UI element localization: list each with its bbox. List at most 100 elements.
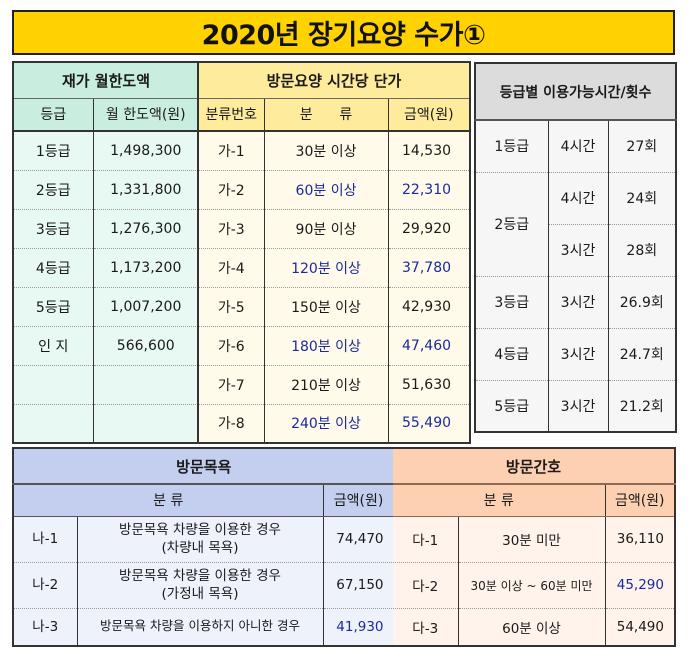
table-row: 3등급 1,276,300: [13, 209, 198, 249]
amount-cell: 54,490: [605, 608, 675, 646]
grade-cell: 3등급: [475, 276, 549, 329]
grade-cell: 1등급: [475, 120, 549, 173]
category-cell: 방문목욕 차량을 이용한 경우 (가정내 목욕): [77, 562, 324, 609]
amount-cell: [93, 365, 198, 405]
amount-cell: 45,290: [605, 562, 675, 609]
category-cell: 180분 이상: [264, 326, 389, 366]
category-cell: 방문목욕 차량을 이용한 경우 (차량내 목욕): [77, 516, 324, 563]
table-row: 가-7 210분 이상 51,630: [198, 365, 471, 405]
category-cell: 60분 이상: [264, 170, 389, 210]
count-cell: 24회: [608, 172, 677, 225]
amount-cell: 1,331,800: [93, 170, 198, 210]
column-header-grade: 등급: [13, 98, 94, 132]
table-row: 가-1 30분 이상 14,530: [198, 131, 471, 171]
count-cell: 26.9회: [608, 276, 677, 329]
table-row: 5등급 1,007,200: [13, 287, 198, 327]
grade-cell: 인 지: [13, 326, 94, 366]
grade-cell: 4등급: [13, 248, 94, 288]
grade-cell: 5등급: [13, 287, 94, 327]
amount-cell: 47,460: [388, 326, 471, 366]
code-cell: 다-2: [393, 562, 459, 609]
code-cell: 나-1: [13, 516, 78, 563]
visit-nursing-title: 방문간호: [393, 448, 675, 485]
category-line-2: (가정내 목욕): [161, 586, 239, 602]
table-row: 가-5 150분 이상 42,930: [198, 287, 471, 327]
page-title: 2020년 장기요양 수가①: [12, 10, 675, 55]
monthly-limit-title: 재가 월한도액: [13, 62, 198, 99]
table-row: 2등급 4시간 24회: [475, 172, 677, 277]
grade-cell: 5등급: [475, 380, 549, 432]
category-cell: 30분 이상 ~ 60분 미만: [458, 562, 606, 609]
amount-cell: 1,276,300: [93, 209, 198, 249]
column-header-limit-amount: 월 한도액(원): [93, 98, 198, 132]
table-row: 나-1 방문목욕 차량을 이용한 경우 (차량내 목욕) 74,470: [13, 516, 395, 563]
column-header-amount: 금액(원): [605, 484, 675, 517]
category-cell: 30분 이상: [264, 131, 389, 171]
code-cell: 가-6: [198, 326, 265, 366]
hours-cell: 3시간: [548, 328, 609, 381]
amount-cell: 1,173,200: [93, 248, 198, 288]
visit-bath-title: 방문목욕: [13, 448, 395, 485]
category-cell: 210분 이상: [264, 365, 389, 405]
amount-cell: 42,930: [388, 287, 471, 327]
table-row: 다-2 30분 이상 ~ 60분 미만 45,290: [393, 562, 675, 609]
grade-cell: [13, 365, 94, 405]
table-row: 가-6 180분 이상 47,460: [198, 326, 471, 366]
amount-cell: 36,110: [605, 516, 675, 563]
table-row: 다-3 60분 이상 54,490: [393, 608, 675, 646]
column-header-category: 분 류: [264, 98, 389, 132]
hours-cell: 4시간: [548, 120, 609, 173]
amount-cell: 74,470: [323, 516, 395, 563]
grade-cell: 2등급: [475, 172, 549, 277]
table-row: 4등급 3시간 24.7회: [475, 328, 677, 381]
count-cell: 21.2회: [608, 380, 677, 432]
category-line-2: (차량내 목욕): [161, 540, 239, 556]
grade-cell: [13, 404, 94, 443]
category-cell: 150분 이상: [264, 287, 389, 327]
table-row: 다-1 30분 미만 36,110: [393, 516, 675, 563]
amount-cell: 41,930: [323, 608, 395, 646]
usage-by-grade-table: 등급별 이용가능시간/횟수 1등급 4시간 27회 2등급 4시간 24회 3시…: [474, 62, 678, 433]
amount-cell: 67,150: [323, 562, 395, 609]
table-row: 가-2 60분 이상 22,310: [198, 170, 471, 210]
column-header-category: 분 류: [13, 484, 324, 517]
table-row: 3등급 3시간 26.9회: [475, 276, 677, 329]
table-row: [13, 365, 198, 405]
category-cell: 방문목욕 차량을 이용하지 아니한 경우: [77, 608, 324, 646]
table-row: 나-3 방문목욕 차량을 이용하지 아니한 경우 41,930: [13, 608, 395, 646]
grade-cell: 1등급: [13, 131, 94, 171]
visit-care-title: 방문요양 시간당 단가: [198, 62, 471, 99]
count-cell: 24.7회: [608, 328, 677, 381]
table-row: 1등급 4시간 27회: [475, 120, 677, 173]
column-header-code: 분류번호: [198, 98, 265, 132]
count-cell: 27회: [608, 120, 677, 173]
amount-cell: 1,498,300: [93, 131, 198, 171]
amount-cell: [93, 404, 198, 443]
grade-cell: 2등급: [13, 170, 94, 210]
grade-cell: 3등급: [13, 209, 94, 249]
amount-cell: 14,530: [388, 131, 471, 171]
table-row: 4등급 1,173,200: [13, 248, 198, 288]
category-line-1: 방문목욕 차량을 이용한 경우: [119, 567, 281, 584]
table-row: 1등급 1,498,300: [13, 131, 198, 171]
count-cell: 28회: [608, 224, 677, 277]
column-header-category: 분 류: [393, 484, 606, 517]
code-cell: 가-3: [198, 209, 265, 249]
table-row: 가-3 90분 이상 29,920: [198, 209, 471, 249]
category-cell: 90분 이상: [264, 209, 389, 249]
table-row: 인 지 566,600: [13, 326, 198, 366]
category-cell: 120분 이상: [264, 248, 389, 288]
table-row: 가-4 120분 이상 37,780: [198, 248, 471, 288]
amount-cell: 566,600: [93, 326, 198, 366]
hours-cell: 3시간: [548, 380, 609, 432]
visit-bath-table: 방문목욕 분 류 금액(원) 나-1 방문목욕 차량을 이용한 경우 (차량내 목…: [12, 447, 395, 647]
column-header-amount: 금액(원): [323, 484, 395, 517]
amount-cell: 1,007,200: [93, 287, 198, 327]
category-cell: 60분 이상: [458, 608, 606, 646]
hours-cell: 3시간: [548, 276, 609, 329]
amount-cell: 29,920: [388, 209, 471, 249]
amount-cell: 51,630: [388, 365, 471, 405]
table-row: [13, 404, 198, 443]
amount-cell: 37,780: [388, 248, 471, 288]
code-cell: 가-2: [198, 170, 265, 210]
